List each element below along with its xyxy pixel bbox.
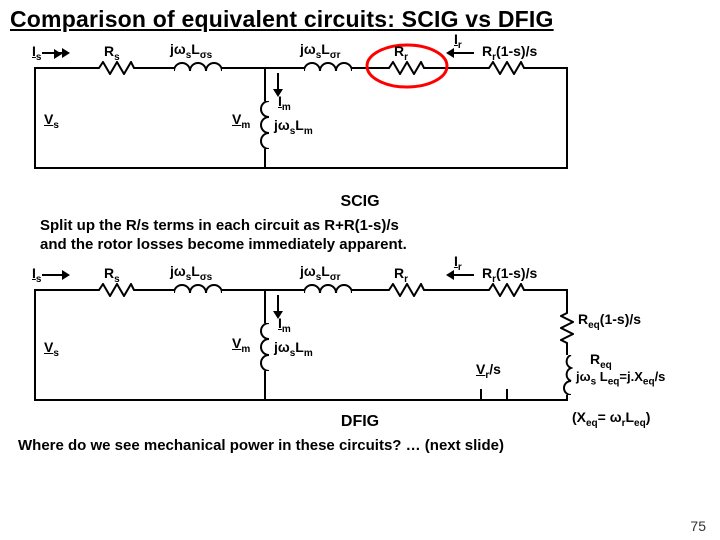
inductor-leq (559, 355, 573, 395)
page-title: Comparison of equivalent circuits: SCIG … (10, 6, 710, 33)
inductor-ls (174, 59, 222, 73)
resistor-rs (94, 61, 138, 75)
label-ir2: Ir (454, 253, 462, 273)
inductor-lm (257, 101, 271, 149)
label-jwlm: jωsLm (274, 117, 313, 137)
label-jwls: jωsLσs (170, 41, 212, 61)
label-rr: Rr (394, 43, 408, 63)
label-vs: Vs (44, 111, 59, 131)
label-im: Im (278, 93, 291, 113)
label-vs2: Vs (44, 339, 59, 359)
label-rrs: Rr(1-s)/s (482, 43, 537, 63)
label-jwls2: jωsLσs (170, 263, 212, 283)
label-xeq: (Xeq= ωrLeq) (572, 409, 650, 429)
label-jwleq: jωs Leq=j.Xeq/s (576, 369, 665, 388)
slide-number: 75 (690, 518, 706, 534)
scig-circuit: .a1::before{width:18px;} Is Rs jωsLσs jω… (14, 39, 674, 199)
label-jwlm2: jωsLm (274, 339, 313, 359)
inductor-ls2 (174, 281, 222, 295)
inductor-lm2 (257, 323, 271, 371)
label-rs: Rs (104, 43, 120, 63)
inductor-lr (304, 59, 352, 73)
label-rs2: Rs (104, 265, 120, 285)
resistor-rrs (484, 61, 528, 75)
label-rr2: Rr (394, 265, 408, 285)
dfig-circuit: Is Rs jωsLσs jωsLσr Rr Ir Rr(1-s)/s Vs V… (14, 261, 674, 431)
mid-text: Split up the R/s terms in each circuit a… (40, 217, 710, 255)
label-ir: Ir (454, 31, 462, 51)
label-jwlr: jωsLσr (300, 41, 341, 61)
label-req: Req (590, 351, 612, 371)
arrow-is2 (42, 269, 70, 281)
label-vrs: Vr/s (476, 361, 501, 381)
label-im2: Im (278, 315, 291, 335)
resistor-reqs (560, 309, 574, 345)
label-jwlr2: jωsLσr (300, 263, 341, 283)
bottom-text: Where do we see mechanical power in thes… (18, 437, 710, 454)
resistor-rr2 (384, 283, 428, 297)
label-vm: Vm (232, 111, 250, 131)
inductor-lr2 (304, 281, 352, 295)
label-rrs2: Rr(1-s)/s (482, 265, 537, 285)
label-vm2: Vm (232, 335, 250, 355)
resistor-rrs2 (484, 283, 528, 297)
resistor-rs2 (94, 283, 138, 297)
label-is: Is (32, 43, 41, 63)
label-is2: Is (32, 265, 41, 285)
label-reqs: Req(1-s)/s (578, 311, 641, 331)
